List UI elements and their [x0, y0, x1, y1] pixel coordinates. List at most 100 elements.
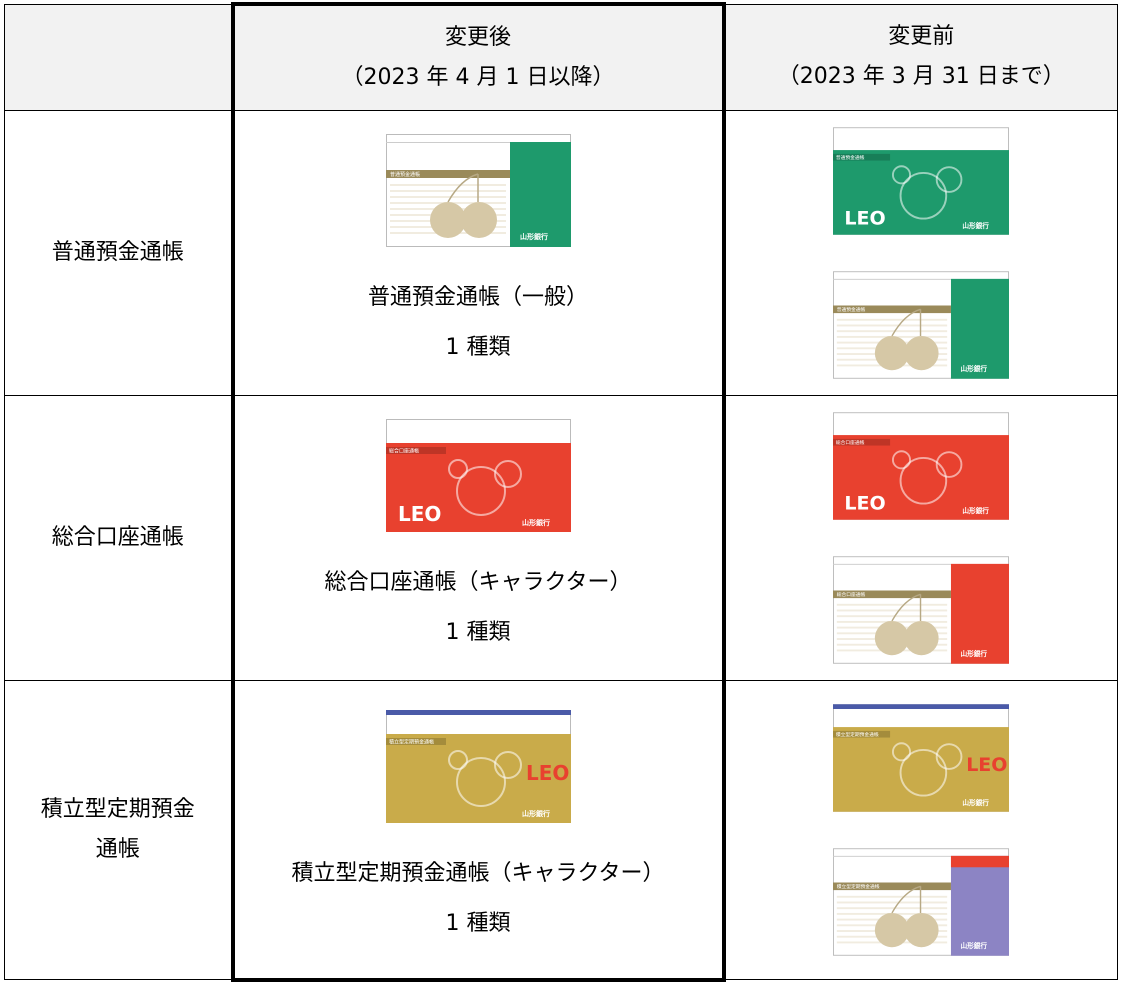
color-body: [385, 733, 571, 823]
passbook-label: 総合口座通帳: [389, 447, 419, 454]
passbook-label: 積立型定期預金通帳: [389, 738, 434, 745]
passbook-label: 普通預金通帳: [836, 154, 865, 161]
cherry: [429, 201, 466, 238]
bank-name: 山形銀行: [963, 798, 990, 807]
cherry-stem: [891, 885, 922, 914]
character-ear: [892, 742, 912, 762]
bank-name: 山形銀行: [961, 364, 988, 373]
caption: 総合口座通帳（キャラクター）: [324, 569, 632, 595]
logo: LEO: [845, 207, 886, 229]
character-ear: [935, 451, 963, 478]
bank-name: 山形銀行: [963, 221, 990, 230]
count: 1 種類: [445, 334, 511, 360]
passbook: 積立型定期預金通帳 LEO 山形銀行: [385, 709, 571, 823]
color-body: [385, 442, 571, 532]
character-ear: [892, 165, 912, 185]
character-ear: [493, 459, 522, 488]
table-body: 変更後 （2023 年 4 月 1 日以降） 変更前 （2023 年 3 月 3…: [4, 2, 1118, 982]
logo: LEO: [398, 502, 441, 526]
bank-name: 山形銀行: [963, 506, 990, 515]
before-content: 積立型定期預金通帳 LEO 山形銀行 積立型定期預金通帳 山形銀行: [726, 702, 1118, 958]
label-strip: [385, 737, 446, 745]
passbook: 積立型定期預金通帳 LEO 山形銀行: [833, 704, 1010, 812]
label-strip: [833, 305, 952, 314]
passbook: 普通預金通帳 LEO 山形銀行: [833, 127, 1010, 235]
after-content: 積立型定期預金通帳 LEO 山形銀行積立型定期預金通帳（キャラクター） 1 種類: [235, 709, 722, 949]
row-label: 総合口座通帳: [51, 525, 184, 550]
label-strip: [833, 590, 952, 599]
cherry: [904, 912, 939, 948]
cherry-stem: [446, 172, 479, 202]
character-ear: [447, 458, 468, 479]
header-cell: 変更前 （2023 年 3 月 31 日まで）: [723, 3, 1118, 111]
pattern-line: [837, 615, 948, 618]
bank-name: 山形銀行: [961, 649, 988, 658]
accent-stripe: [833, 704, 1010, 710]
after-cell: 総合口座通帳 LEO 山形銀行 総合口座通帳（キャラクター） 1 種類: [230, 395, 726, 681]
passbook-label: 積立型定期預金通帳: [836, 731, 879, 738]
cherry-stem: [891, 308, 922, 337]
character-head: [899, 171, 948, 220]
passbook-label: 積立型定期預金通帳: [837, 883, 880, 890]
table-row: 総合口座通帳 総合口座通帳 LEO 山形銀行 総合口座通帳（キャラクター） 1 種類 総合口…: [4, 395, 1118, 681]
character-ear: [935, 743, 963, 770]
cherry-stem: [891, 593, 922, 622]
before-cell: 積立型定期預金通帳 LEO 山形銀行 積立型定期預金通帳 山形銀行: [723, 680, 1118, 980]
label-strip: [833, 438, 891, 446]
row-label-cell: 普通預金通帳: [4, 110, 233, 396]
color-body: [833, 150, 1010, 235]
caption: 積立型定期預金通帳（キャラクター）: [291, 860, 665, 886]
cherry: [875, 620, 910, 656]
logo: LEO: [966, 754, 1007, 776]
after-content: 普通預金通帳山形銀行普通預金通帳（一般） 1 種類: [235, 133, 722, 373]
character-head: [455, 465, 506, 516]
comparison-table: 変更後 （2023 年 4 月 1 日以降） 変更前 （2023 年 3 月 3…: [4, 2, 1118, 982]
passbook-label: 総合口座通帳: [836, 439, 865, 446]
header-title: 変更後: [444, 25, 511, 50]
pattern-line: [837, 907, 948, 910]
count: 1 種類: [445, 619, 511, 645]
color-bar: [509, 141, 571, 247]
row-label: 積立型定期預金通帳: [40, 797, 195, 862]
pattern-line: [837, 318, 948, 321]
pattern-line: [837, 901, 948, 904]
cherry: [875, 335, 910, 371]
logo: LEO: [845, 492, 886, 514]
after-cell: 積立型定期預金通帳 LEO 山形銀行積立型定期預金通帳（キャラクター） 1 種類: [230, 680, 726, 982]
cherry: [875, 912, 910, 948]
color-bar: [951, 855, 1010, 956]
accent-stripe: [385, 709, 571, 715]
passbook: 総合口座通帳 LEO 山形銀行: [385, 418, 571, 532]
before-content: 普通預金通帳 LEO 山形銀行 普通預金通帳 山形銀行: [726, 125, 1118, 381]
top-line: [833, 278, 952, 280]
color-body: [833, 727, 1010, 812]
character-ear: [447, 749, 468, 770]
color-body: [833, 435, 1010, 520]
caption: 普通預金通帳（一般）: [367, 284, 588, 310]
before-cell: 普通預金通帳 LEO 山形銀行 普通預金通帳 山形銀行: [723, 110, 1118, 396]
top-line: [833, 855, 952, 857]
passbook-label: 普通預金通帳: [390, 171, 420, 178]
label-strip: [833, 730, 891, 738]
header-cell: 変更後 （2023 年 4 月 1 日以降）: [230, 2, 726, 111]
header-period: （2023 年 4 月 1 日以降）: [341, 65, 615, 90]
row-label: 普通預金通帳: [51, 240, 184, 265]
count: 1 種類: [445, 910, 511, 936]
bank-name: 山形銀行: [961, 941, 988, 950]
character-head: [899, 456, 948, 505]
character-ear: [493, 750, 522, 779]
before-cell: 総合口座通帳 LEO 山形銀行 総合口座通帳 山形銀行: [723, 395, 1118, 681]
pattern-line: [837, 330, 948, 333]
bank-name: 山形銀行: [520, 232, 548, 241]
pattern-line: [389, 195, 506, 198]
header-period: （2023 年 3 月 31 日まで）: [777, 64, 1065, 90]
after-cell: 普通預金通帳山形銀行普通預金通帳（一般） 1 種類: [230, 110, 726, 396]
header-title: 変更前: [888, 24, 955, 50]
pattern-line: [837, 609, 948, 612]
passbook-label: 普通預金通帳: [837, 306, 866, 313]
table-row: 普通預金通帳 普通預金通帳 山形銀行 普通預金通帳（一般） 1 種類 普通預金通帳 LEO 山…: [4, 110, 1118, 396]
character-head: [455, 756, 506, 807]
top-line: [833, 563, 952, 565]
